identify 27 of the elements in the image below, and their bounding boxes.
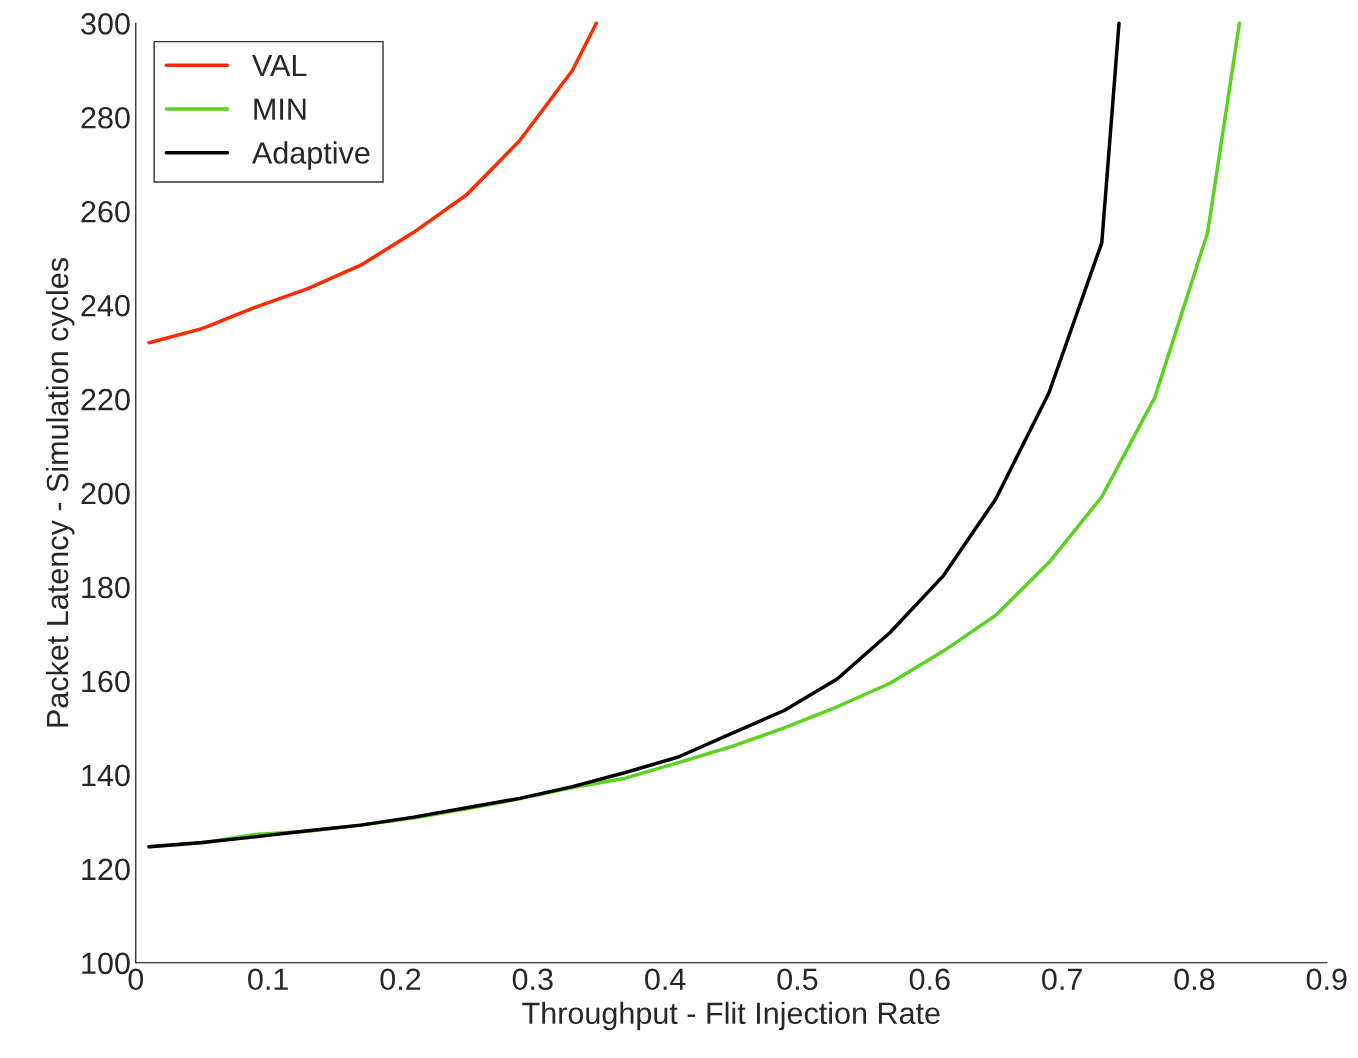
y-axis-title: Packet Latency - Simulation cycles	[45, 258, 75, 727]
y-tick-label: 220	[81, 388, 130, 411]
x-tick-label: 0	[128, 968, 144, 991]
y-tick-label: 100	[82, 952, 130, 975]
legend-label: MIN	[254, 98, 306, 120]
y-tick-label: 300	[81, 13, 130, 35]
y-tick-label: 160	[82, 670, 130, 693]
y-tick-label: 200	[81, 482, 130, 505]
x-tick-label: 0.4	[645, 968, 686, 991]
x-axis-title: Throughput - Flit Injection Rate	[522, 1001, 940, 1031]
line-series	[147, 21, 599, 345]
y-tick-label: 140	[82, 764, 130, 787]
y-tick-label: 180	[82, 576, 130, 599]
x-tick-label: 0.1	[248, 968, 288, 991]
x-tick-label: 0.2	[380, 968, 421, 991]
x-tick-label: 0.6	[909, 968, 950, 991]
x-tick-label: 0.9	[1306, 968, 1347, 991]
legend-label: VAL	[252, 54, 307, 76]
y-tick-label: 260	[81, 200, 130, 223]
y-tick-label: 120	[82, 858, 130, 881]
y-tick-label: 240	[81, 294, 130, 317]
x-tick-label: 0.7	[1042, 968, 1082, 991]
x-tick-label: 0.5	[777, 968, 818, 991]
y-tick-label: 280	[81, 106, 130, 129]
x-tick-label: 0.8	[1174, 968, 1215, 991]
legend-label: Adaptive	[251, 141, 370, 170]
x-tick-label: 0.3	[512, 968, 553, 991]
